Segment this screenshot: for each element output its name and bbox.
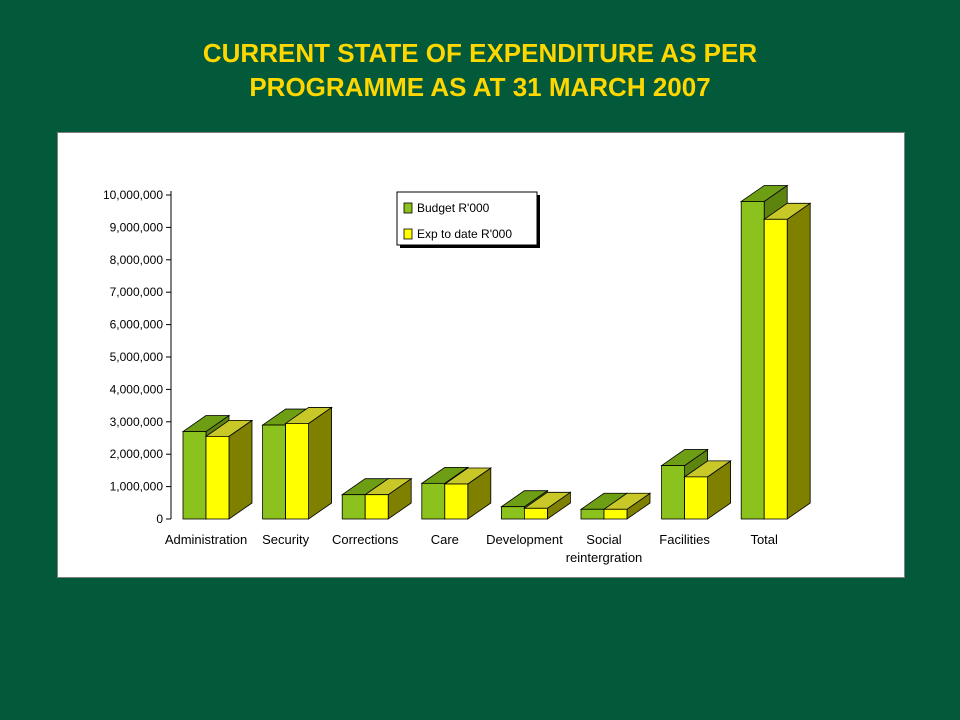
bar-exp-facilities [684, 476, 708, 520]
legend-swatch-exp [403, 228, 413, 240]
x-tick-label: Social [586, 532, 622, 547]
bar-budget-development [500, 506, 525, 520]
y-tick-label: 8,000,000 [110, 253, 164, 267]
bar-exp-corrections [364, 494, 389, 520]
bar-exp-total-side [786, 202, 811, 520]
bar-exp-security-side [308, 406, 333, 520]
x-tick-label: Corrections [332, 532, 399, 547]
bar-exp-total [763, 218, 788, 520]
y-tick-label: 5,000,000 [110, 350, 164, 364]
bar-exp-administration-side [228, 419, 253, 520]
legend-label-budget: Budget R'000 [417, 201, 490, 215]
expenditure-bar-chart: 0 1,000,000 2,000,000 3,000,000 4,000,000 5,0… [103, 184, 812, 565]
bar-budget-social-reintergration [580, 508, 605, 520]
title-line-2: PROGRAMME AS AT 31 MARCH 2007 [249, 72, 711, 102]
y-tick-label: 3,000,000 [110, 415, 164, 429]
y-tick-label: 6,000,000 [110, 318, 164, 332]
bar-exp-security [285, 423, 310, 520]
bar-budget-total [740, 201, 765, 520]
x-tick-label: Security [262, 532, 309, 547]
y-tick-label: 0 [156, 512, 163, 526]
bar-exp-social-reintergration [603, 508, 628, 520]
bar-exp-development [523, 507, 548, 520]
legend-label-exp: Exp to date R'000 [417, 227, 512, 241]
bar-budget-administration [182, 431, 207, 520]
x-tick-label: Total [750, 532, 778, 547]
bar-budget-facilities [661, 465, 685, 520]
bar-exp-care [444, 483, 469, 520]
bar-budget-security [262, 424, 287, 520]
y-tick-label: 10,000,000 [103, 188, 163, 202]
legend-swatch-budget [403, 202, 413, 214]
y-tick-label: 7,000,000 [110, 285, 164, 299]
x-tick-label: reintergration [566, 550, 643, 565]
x-tick-label: Care [431, 532, 459, 547]
y-tick-label: 2,000,000 [110, 447, 164, 461]
y-tick-label: 4,000,000 [110, 382, 164, 396]
x-tick-label: Development [486, 532, 563, 547]
chart-panel: 0 1,000,000 2,000,000 3,000,000 4,000,000 5,0… [57, 132, 905, 578]
legend-box [396, 191, 538, 246]
x-tick-label: Administration [165, 532, 247, 547]
bar-budget-care [421, 482, 446, 520]
x-tick-label: Facilities [659, 532, 710, 547]
bar-exp-administration [205, 435, 230, 520]
y-tick-label: 9,000,000 [110, 220, 164, 234]
slide-title: CURRENT STATE OF EXPENDITURE AS PER PROG… [0, 36, 960, 104]
title-line-1: CURRENT STATE OF EXPENDITURE AS PER [202, 38, 758, 68]
y-tick-label: 1,000,000 [110, 480, 164, 494]
bar-budget-corrections [341, 494, 366, 520]
